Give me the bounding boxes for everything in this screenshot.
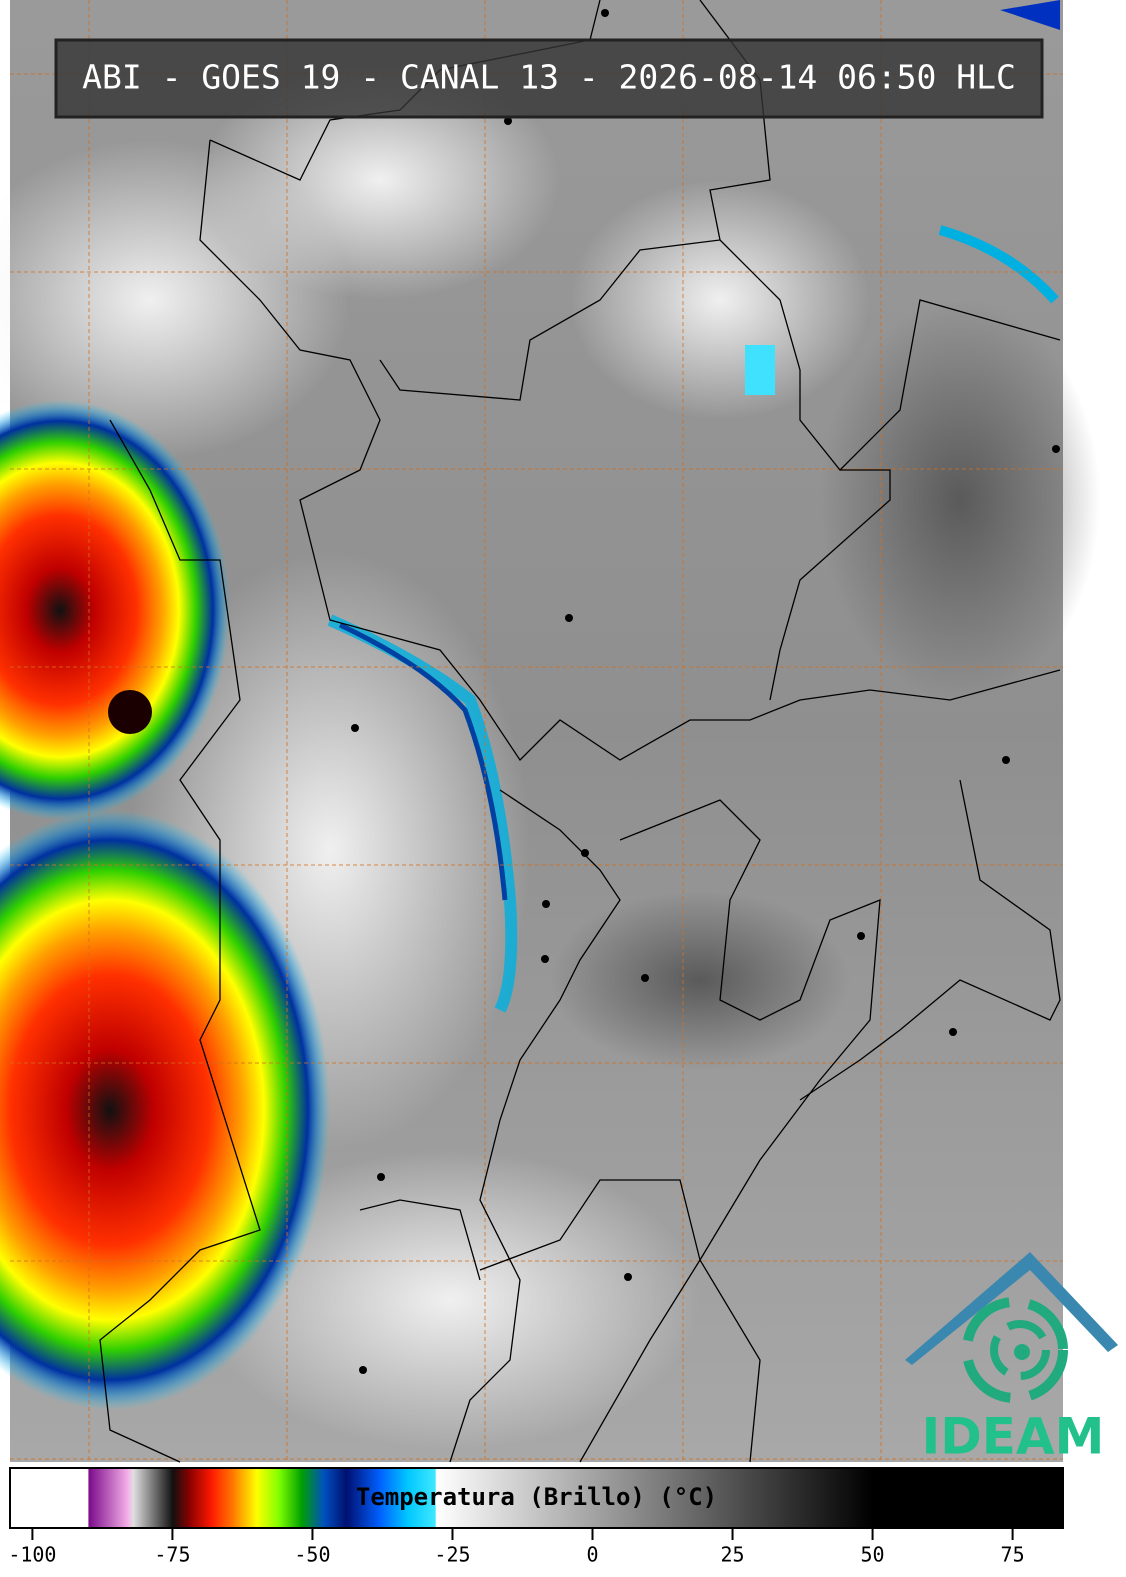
colorbar-segment <box>133 1468 173 1528</box>
title-box <box>54 38 1044 119</box>
colorbar-segment <box>256 1468 280 1528</box>
city-markers <box>351 9 1060 1374</box>
satellite-image <box>0 0 1100 1462</box>
colorbar-segment <box>379 1468 409 1528</box>
tick-label: -75 <box>154 1543 190 1567</box>
colorbar-segment <box>346 1468 381 1528</box>
colorbar-label: Temperatura (Brillo) (°C) <box>356 1483 717 1511</box>
colorbar-segment <box>211 1468 235 1528</box>
colorbar-segment <box>323 1468 347 1528</box>
ideam-logo: IDEAM <box>905 1252 1118 1466</box>
colorbar-segment <box>127 1468 134 1528</box>
colorbar-segment <box>301 1468 325 1528</box>
colorbar-segment <box>278 1468 302 1528</box>
tick-label: 50 <box>861 1543 885 1567</box>
colorbar-segment <box>88 1468 129 1528</box>
tick-label: 75 <box>1001 1543 1025 1567</box>
tick-label: -25 <box>434 1543 470 1567</box>
colorbar-segment <box>189 1468 213 1528</box>
colorbar-segment <box>10 1468 89 1528</box>
colorbar-segment <box>407 1468 437 1528</box>
tick-label: 0 <box>586 1543 598 1567</box>
title: ABI - GOES 19 - CANAL 13 - 2026-08-14 06… <box>82 58 1016 97</box>
colorbar: Temperatura (Brillo) (°C) -100 -75 -50 -25 0 2… <box>8 1467 1064 1567</box>
tick-label: -100 <box>8 1543 56 1567</box>
tick-label: -50 <box>294 1543 330 1567</box>
tick-label: 25 <box>720 1543 744 1567</box>
logo-text: IDEAM <box>922 1408 1105 1466</box>
colorbar-segment <box>234 1468 257 1528</box>
colorbar-frame <box>9 1467 1064 1529</box>
colorbar-segment <box>435 1468 874 1528</box>
colorbar-segment <box>872 1468 1064 1528</box>
colorbar-segment <box>172 1468 190 1528</box>
